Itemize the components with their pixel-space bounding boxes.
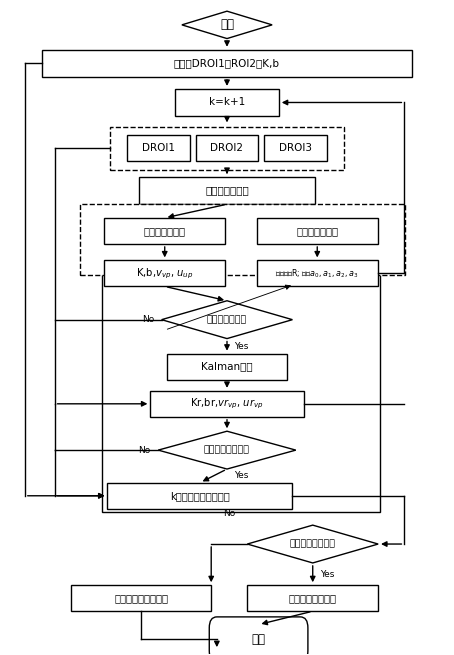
FancyBboxPatch shape: [104, 218, 225, 244]
FancyBboxPatch shape: [257, 218, 378, 244]
Text: 初始化DROI1及ROI2：K,b: 初始化DROI1及ROI2：K,b: [174, 58, 280, 68]
FancyBboxPatch shape: [110, 126, 344, 170]
Text: Yes: Yes: [320, 570, 334, 578]
Text: DROI1: DROI1: [142, 143, 175, 153]
Text: k=k+1: k=k+1: [209, 98, 245, 107]
Text: K,b,$v_{vp}$, $u_{up}$: K,b,$v_{vp}$, $u_{up}$: [136, 266, 193, 280]
Text: No: No: [223, 509, 235, 518]
FancyBboxPatch shape: [139, 177, 315, 204]
FancyBboxPatch shape: [167, 354, 287, 380]
FancyBboxPatch shape: [196, 135, 258, 161]
Text: Yes: Yes: [234, 472, 249, 480]
FancyBboxPatch shape: [104, 260, 225, 286]
Text: 开始: 开始: [220, 18, 234, 31]
Polygon shape: [162, 301, 292, 339]
FancyBboxPatch shape: [264, 135, 327, 161]
FancyBboxPatch shape: [257, 260, 378, 286]
Polygon shape: [182, 11, 272, 39]
FancyBboxPatch shape: [247, 585, 378, 611]
FancyBboxPatch shape: [42, 50, 412, 77]
FancyBboxPatch shape: [150, 391, 304, 417]
Text: 符合探测检验判定: 符合探测检验判定: [204, 445, 250, 455]
FancyBboxPatch shape: [175, 89, 279, 116]
Text: 车道线特征提取: 车道线特征提取: [205, 185, 249, 196]
Text: Yes: Yes: [234, 342, 249, 350]
Text: DROI2: DROI2: [211, 143, 243, 153]
Text: Kr,br,$vr_{vp}$, $ur_{vp}$: Kr,br,$vr_{vp}$, $ur_{vp}$: [190, 397, 264, 411]
Text: No: No: [138, 445, 151, 455]
Polygon shape: [158, 431, 296, 469]
Text: 符合绘画输出标准: 符合绘画输出标准: [290, 540, 336, 548]
Text: 输出但不画出车道线: 输出但不画出车道线: [114, 593, 168, 603]
Text: k时刻车道线参数保持: k时刻车道线参数保持: [170, 491, 230, 501]
Text: 车道线曲线拟合: 车道线曲线拟合: [296, 226, 338, 236]
Text: Kalman跟踪: Kalman跟踪: [201, 362, 253, 371]
Text: 曲率半径R; 系数$a_0,a_1,a_2,a_3$: 曲率半径R; 系数$a_0,a_1,a_2,a_3$: [276, 267, 359, 280]
Text: No: No: [142, 315, 154, 324]
FancyBboxPatch shape: [108, 483, 292, 509]
FancyBboxPatch shape: [127, 135, 190, 161]
Polygon shape: [247, 525, 378, 563]
FancyBboxPatch shape: [209, 617, 308, 655]
FancyBboxPatch shape: [80, 204, 405, 275]
Text: 输出并画出车道线: 输出并画出车道线: [289, 593, 337, 603]
FancyBboxPatch shape: [71, 585, 211, 611]
Text: DROI3: DROI3: [279, 143, 312, 153]
Text: 符合准确性判定: 符合准确性判定: [207, 315, 247, 324]
Text: 结束: 结束: [252, 633, 266, 646]
Text: 车道线直线拟合: 车道线直线拟合: [144, 226, 186, 236]
